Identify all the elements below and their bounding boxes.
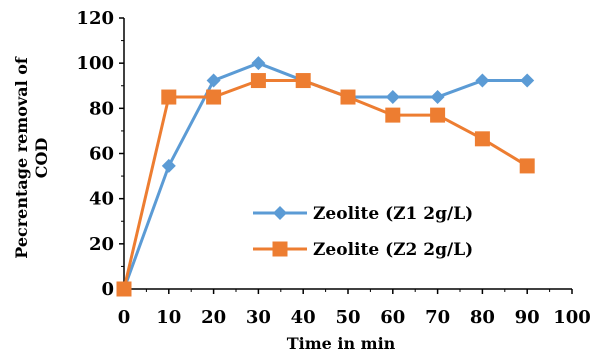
x-tick-label: 20 <box>201 307 226 328</box>
y-tick-label: 20 <box>89 234 114 255</box>
x-tick-label: 100 <box>553 307 591 328</box>
x-tick-label: 70 <box>425 307 450 328</box>
data-point <box>250 73 266 89</box>
y-axis: 0 20 40 60 80 100 120 <box>76 8 125 300</box>
y-tick-label: 40 <box>89 189 114 210</box>
data-point <box>474 131 490 147</box>
data-point <box>385 90 400 105</box>
data-point <box>430 107 446 123</box>
data-point <box>295 73 311 89</box>
x-tick-label: 40 <box>291 307 316 328</box>
x-axis-title: Time in min <box>287 334 396 353</box>
x-axis: 0 10 20 30 40 50 60 70 80 90 100 <box>118 288 591 328</box>
data-point <box>161 89 177 105</box>
x-tick-label: 10 <box>156 307 181 328</box>
y-tick-label: 60 <box>89 144 114 165</box>
data-point <box>116 281 132 297</box>
data-point <box>430 90 445 105</box>
data-point <box>519 158 535 174</box>
legend-item-1: Zeolite (Z1 2g/L) <box>253 204 473 224</box>
legend-marker <box>272 241 288 257</box>
y-tick-label: 0 <box>101 279 114 300</box>
data-point <box>161 158 176 173</box>
legend-item-2: Zeolite (Z2 2g/L) <box>253 240 473 260</box>
data-point <box>520 73 535 88</box>
x-tick-label: 30 <box>246 307 271 328</box>
data-point <box>206 89 222 105</box>
data-point <box>340 89 356 105</box>
legend-marker <box>273 206 287 220</box>
x-tick-label: 0 <box>118 307 131 328</box>
legend-label: Zeolite (Z1 2g/L) <box>313 204 473 224</box>
y-axis-title-line-1: Pecrentage removal of <box>12 56 31 259</box>
series-1 <box>117 56 535 296</box>
x-tick-label: 80 <box>470 307 495 328</box>
x-tick-label: 50 <box>335 307 360 328</box>
x-tick-label: 90 <box>515 307 540 328</box>
y-tick-label: 120 <box>76 8 114 29</box>
y-tick-label: 100 <box>76 53 114 74</box>
legend-label: Zeolite (Z2 2g/L) <box>313 240 473 260</box>
data-point <box>475 73 490 88</box>
data-point <box>385 107 401 123</box>
y-axis-title-line-2: COD <box>32 138 51 179</box>
y-tick-label: 80 <box>89 98 114 119</box>
x-tick-label: 60 <box>380 307 405 328</box>
series-line <box>122 79 528 290</box>
series-2 <box>116 73 535 297</box>
series-layer <box>116 56 535 297</box>
data-point <box>206 73 221 88</box>
data-point <box>251 56 266 71</box>
legend: Zeolite (Z1 2g/L) Zeolite (Z2 2g/L) <box>253 204 473 260</box>
